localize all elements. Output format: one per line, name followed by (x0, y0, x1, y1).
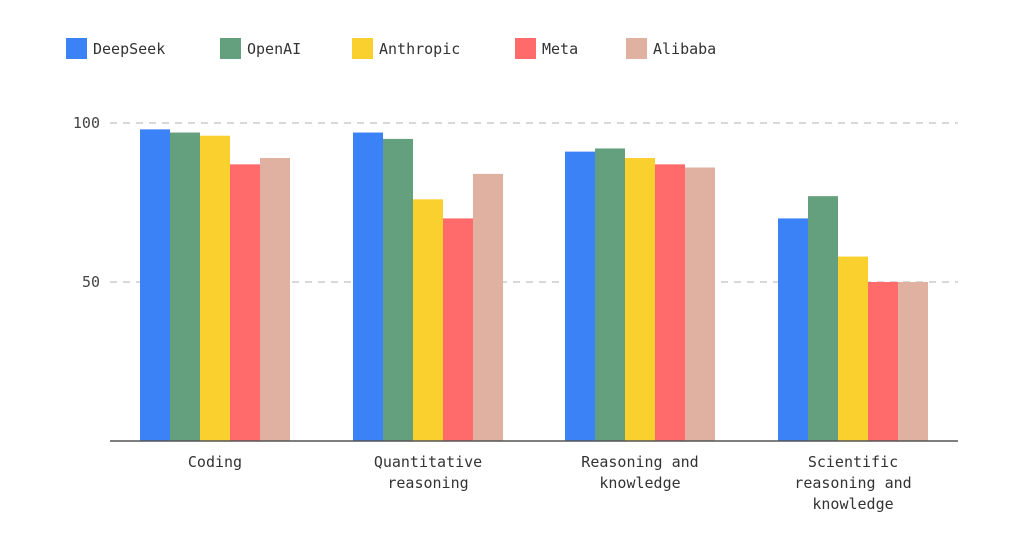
bar-openai-3 (808, 196, 838, 441)
legend-swatch (626, 38, 647, 59)
bar-openai-1 (383, 138, 413, 441)
y-tick-label: 100 (73, 114, 100, 132)
legend-swatch (220, 38, 241, 59)
legend-swatch (515, 38, 536, 59)
bar-anthropic-3 (838, 256, 868, 441)
x-tick-label: Quantitative (374, 453, 482, 471)
bar-alibaba-0 (260, 157, 290, 442)
legend-label: DeepSeek (93, 39, 166, 58)
bar-deepseek-1 (353, 132, 383, 442)
x-tick-label: knowledge (599, 474, 680, 492)
legend-label: Alibaba (653, 39, 717, 58)
legend-label: Anthropic (379, 39, 461, 58)
bar-deepseek-2 (565, 151, 595, 441)
bar-openai-2 (595, 148, 625, 441)
legend-swatch (352, 38, 373, 59)
bar-meta-1 (443, 218, 473, 441)
bar-alibaba-3 (898, 282, 928, 441)
legend-label: Meta (542, 39, 579, 58)
x-tick-label: Scientific (808, 453, 898, 471)
bar-anthropic-0 (200, 135, 230, 441)
bar-meta-2 (655, 164, 685, 441)
legend-item-openai: OpenAI (220, 38, 301, 59)
bar-meta-0 (230, 164, 260, 441)
legend-item-meta: Meta (515, 38, 578, 59)
bar-openai-0 (170, 132, 200, 442)
bar-alibaba-2 (685, 167, 715, 441)
x-tick-label: reasoning (387, 474, 468, 492)
y-tick-label: 50 (82, 273, 100, 291)
legend-label: OpenAI (247, 39, 302, 58)
x-tick-label: reasoning and (794, 474, 911, 492)
x-tick-label: knowledge (812, 495, 893, 513)
legend-item-deepseek: DeepSeek (66, 38, 165, 59)
x-tick-label: Coding (188, 453, 242, 471)
legend-item-alibaba: Alibaba (626, 38, 716, 59)
legend-swatch (66, 38, 87, 59)
bar-meta-3 (868, 282, 898, 441)
bar-anthropic-1 (413, 199, 443, 441)
bar-deepseek-3 (778, 218, 808, 441)
bar-anthropic-2 (625, 157, 655, 442)
bar-deepseek-0 (140, 129, 170, 442)
legend-item-anthropic: Anthropic (352, 38, 460, 59)
bar-alibaba-1 (473, 173, 503, 441)
x-tick-label: Reasoning and (581, 453, 698, 471)
